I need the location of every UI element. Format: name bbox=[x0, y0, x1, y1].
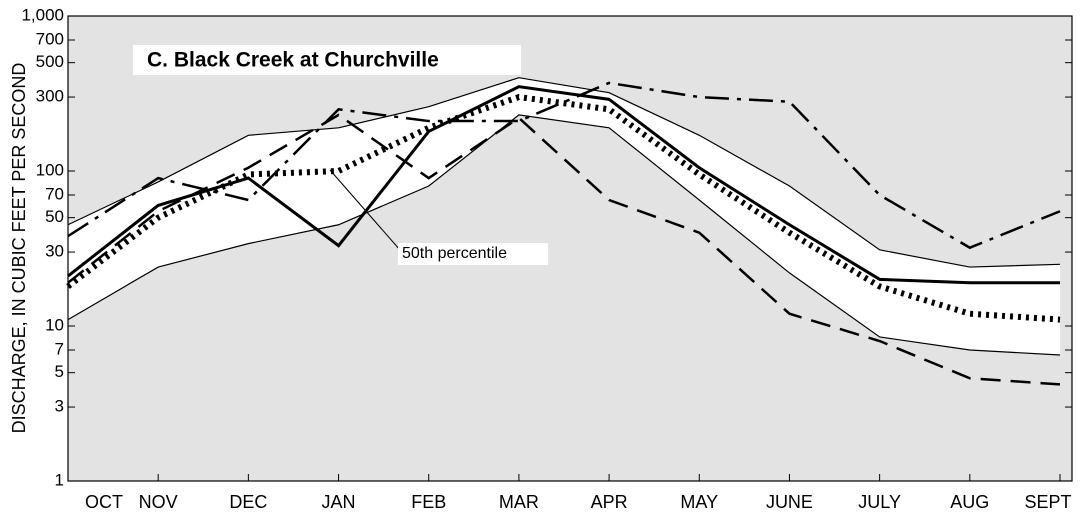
chart-title: C. Black Creek at Churchville bbox=[147, 49, 439, 72]
x-tick-label: JULY bbox=[858, 492, 901, 512]
y-tick-label: 700 bbox=[36, 29, 64, 48]
y-tick-label: 100 bbox=[36, 160, 64, 179]
y-axis-label: DISCHARGE, IN CUBIC FEET PER SECOND bbox=[9, 63, 29, 434]
y-tick-label: 1,000 bbox=[21, 5, 64, 24]
series-line bbox=[67, 85, 1060, 285]
series-line bbox=[67, 77, 1061, 268]
annotation-leader bbox=[329, 169, 401, 251]
x-tick-label: MAY bbox=[680, 492, 718, 512]
range-band bbox=[68, 77, 1060, 355]
x-tick-label: FEB bbox=[411, 492, 446, 512]
y-tick-label: 7 bbox=[55, 339, 64, 358]
y-tick-label: 5 bbox=[55, 362, 64, 381]
series-line bbox=[67, 113, 1061, 386]
annotation: 50th percentile bbox=[402, 245, 507, 262]
series-line bbox=[67, 114, 1061, 356]
x-tick-label: APR bbox=[591, 492, 628, 512]
annotation-box bbox=[398, 243, 548, 265]
y-tick-label: 70 bbox=[45, 184, 64, 203]
y-tick-label: 1 bbox=[55, 470, 64, 489]
x-tick-label: SEPT bbox=[1024, 492, 1071, 512]
title-box bbox=[133, 45, 521, 75]
x-tick-label: DEC bbox=[229, 492, 267, 512]
plot-frame bbox=[67, 15, 1073, 482]
x-tick-label: NOV bbox=[139, 492, 178, 512]
x-tick-label: OCT bbox=[85, 492, 123, 512]
y-tick-label: 300 bbox=[36, 87, 64, 106]
y-tick-label: 500 bbox=[36, 52, 64, 71]
x-tick-label: JUNE bbox=[766, 492, 813, 512]
y-tick-label: 10 bbox=[45, 315, 64, 334]
x-tick-label: MAR bbox=[499, 492, 539, 512]
x-tick-label: AUG bbox=[950, 492, 989, 512]
series-line bbox=[66, 93, 1061, 323]
x-tick-label: JAN bbox=[322, 492, 356, 512]
y-tick-label: 3 bbox=[55, 397, 64, 416]
series-line bbox=[67, 81, 1061, 250]
y-tick-label: 50 bbox=[45, 207, 64, 226]
y-tick-label: 30 bbox=[45, 242, 64, 261]
